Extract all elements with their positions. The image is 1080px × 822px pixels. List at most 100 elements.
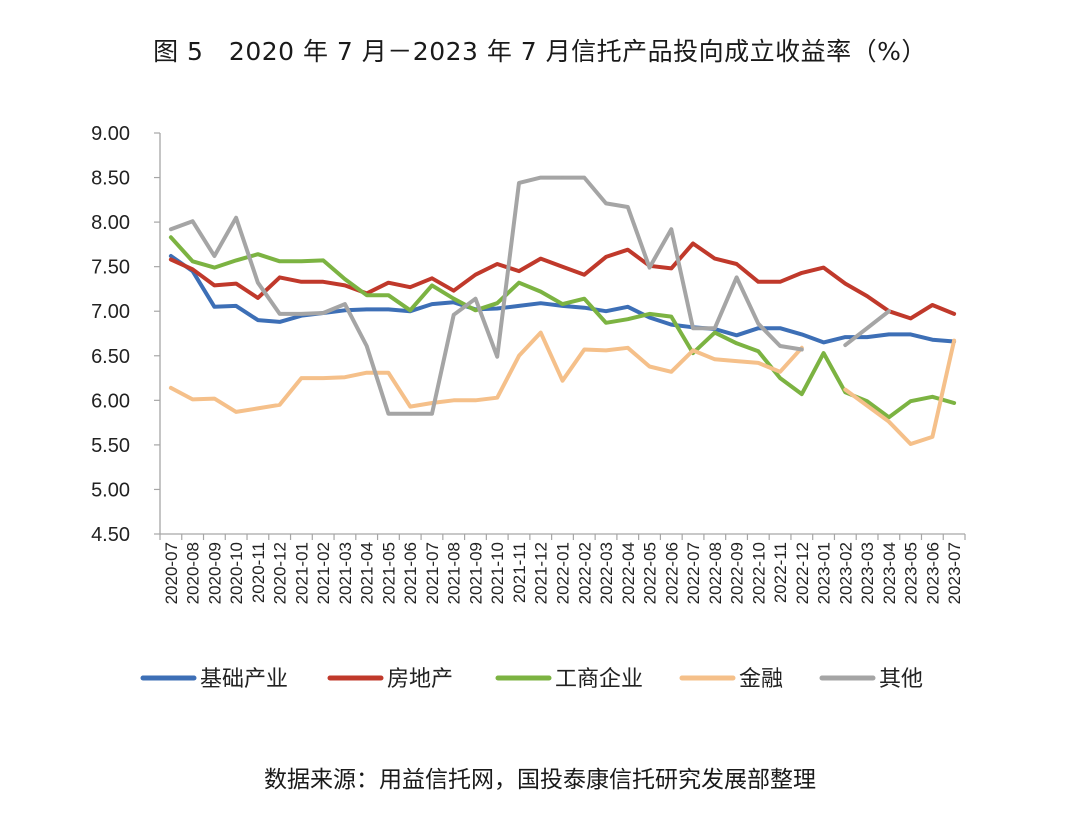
data-point	[604, 309, 608, 313]
data-point	[734, 359, 739, 363]
data-point	[473, 297, 478, 301]
axes: 4.50 5.00 5.50 6.00 6.50 7.00 7.50 8.00 8.50 9.00…	[91, 123, 966, 604]
data-point	[865, 335, 869, 339]
legend-label: 工商企业	[555, 667, 643, 692]
data-point	[278, 312, 282, 316]
data-point	[713, 257, 717, 261]
data-point	[495, 301, 499, 305]
data-point	[713, 331, 717, 335]
x-tick-label: 2022-12	[793, 542, 812, 604]
data-point	[517, 304, 521, 308]
data-point	[582, 347, 586, 352]
data-point	[278, 275, 282, 279]
legend-label: 房地产	[387, 667, 453, 692]
data-point	[452, 289, 456, 293]
y-tick-label: 4.50	[91, 524, 130, 546]
data-point	[191, 267, 195, 271]
series-line	[168, 175, 804, 416]
data-point	[930, 303, 934, 307]
x-tick-label: 2022-04	[619, 542, 638, 604]
x-tick-label: 2020-11	[249, 542, 268, 603]
data-point	[386, 307, 391, 312]
data-point	[800, 332, 804, 336]
data-point	[952, 312, 956, 316]
x-tick-label: 2022-11	[771, 542, 790, 603]
data-point	[582, 297, 586, 301]
data-point	[800, 347, 804, 352]
data-point	[626, 305, 630, 309]
data-point	[321, 376, 325, 380]
data-point	[299, 280, 304, 284]
data-point	[604, 321, 608, 325]
data-point	[365, 293, 369, 297]
series-line	[843, 338, 957, 446]
x-tick-label: 2021-11	[510, 542, 529, 603]
line-chart: 4.50 5.00 5.50 6.00 6.50 7.00 7.50 8.00 8.50 9.00…	[91, 123, 966, 692]
data-point	[452, 300, 456, 304]
data-point	[691, 326, 695, 330]
data-point	[691, 241, 695, 246]
data-point	[212, 283, 216, 287]
data-point	[169, 254, 173, 258]
x-tick-label: 2022-01	[554, 542, 573, 604]
data-point	[669, 314, 673, 319]
x-tick-label: 2022-09	[728, 542, 747, 604]
series-3	[168, 235, 957, 420]
x-tick-label: 2020-12	[271, 542, 290, 604]
data-point	[386, 281, 391, 285]
data-point	[647, 265, 652, 270]
x-tick-label: 2021-07	[423, 542, 442, 604]
data-point	[865, 404, 869, 408]
x-tick-label: 2023-03	[858, 542, 877, 604]
x-tick-label: 2021-02	[314, 542, 333, 604]
legend-item-1: 基础产业	[140, 667, 288, 692]
x-tick-label: 2021-06	[401, 542, 420, 604]
data-point	[169, 227, 173, 231]
data-point	[647, 312, 652, 316]
legend-item-2: 房地产	[327, 667, 453, 692]
data-point	[930, 338, 934, 342]
data-point	[865, 399, 869, 403]
x-tick-label: 2022-02	[575, 542, 594, 604]
data-point	[930, 395, 934, 399]
data-point	[887, 332, 891, 336]
data-point	[256, 406, 260, 410]
data-point	[539, 175, 543, 180]
data-point	[800, 271, 804, 275]
data-point	[408, 308, 412, 312]
data-point	[539, 331, 543, 335]
data-point	[669, 266, 673, 271]
data-point	[669, 370, 673, 374]
x-tick-label: 2022-07	[684, 542, 703, 604]
data-point	[843, 343, 847, 347]
data-point	[756, 322, 760, 326]
y-tick-label: 8.50	[91, 168, 130, 190]
data-point	[495, 262, 499, 266]
data-point	[256, 252, 260, 256]
data-point	[560, 265, 565, 269]
data-point	[909, 316, 913, 320]
legend-label: 金融	[739, 667, 783, 692]
series-line	[168, 330, 804, 414]
legend-label: 其他	[879, 667, 923, 692]
data-point	[408, 412, 412, 416]
x-tick-label: 2022-05	[641, 542, 660, 604]
data-point	[365, 307, 369, 312]
data-point	[278, 320, 282, 324]
data-point	[256, 281, 260, 285]
data-point	[756, 349, 760, 353]
data-point	[473, 308, 478, 312]
legend-item-3: 工商企业	[495, 667, 643, 692]
data-point	[365, 371, 369, 375]
data-point	[495, 306, 499, 311]
data-point	[430, 276, 434, 280]
data-point	[495, 355, 499, 359]
data-point	[495, 396, 499, 400]
data-point	[517, 181, 521, 185]
x-tick-label: 2021-10	[488, 542, 507, 604]
data-point	[517, 354, 521, 358]
data-point	[778, 344, 782, 348]
data-point	[778, 370, 782, 374]
data-point	[582, 273, 586, 277]
data-point	[321, 311, 325, 315]
